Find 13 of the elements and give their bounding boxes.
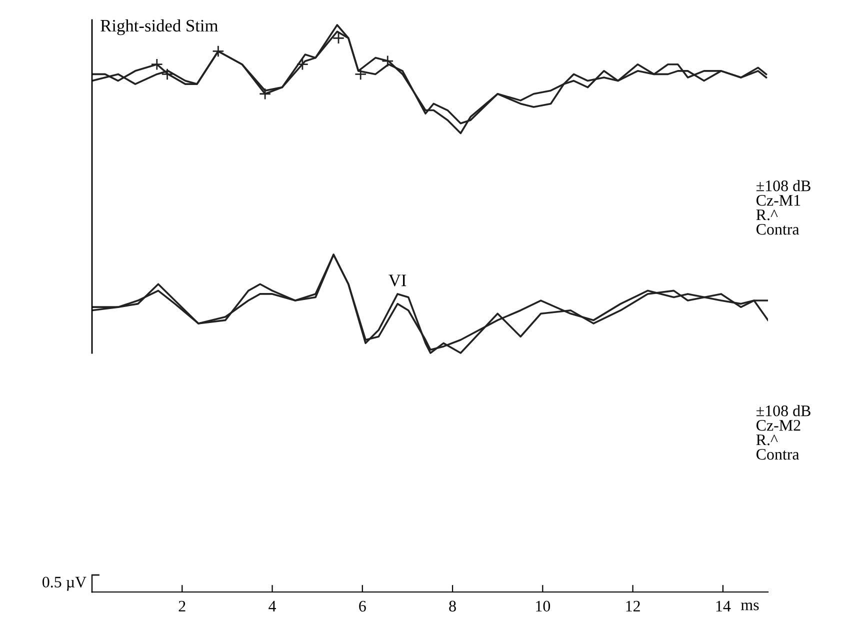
text: 0.5 µV	[42, 576, 86, 591]
x-tick-label: 8	[449, 600, 456, 612]
x-tick-label: 2	[178, 600, 186, 612]
annotation: ±108 dB Cz-M1 R.^ Contra	[756, 180, 810, 235]
x-tick-label: 4	[268, 600, 276, 612]
text: ±108 dB Cz-M2 R.^ Contra	[756, 405, 810, 460]
x-axis-title: ms	[740, 602, 759, 610]
x-tick-label: 14	[716, 600, 731, 612]
x-tick-label: 10	[536, 600, 550, 612]
chart-title: Right-sided Stim	[100, 19, 218, 36]
x-tick-label: 6	[359, 600, 366, 612]
annotation: VI	[388, 274, 406, 286]
x-tick-label: 12	[626, 600, 640, 612]
